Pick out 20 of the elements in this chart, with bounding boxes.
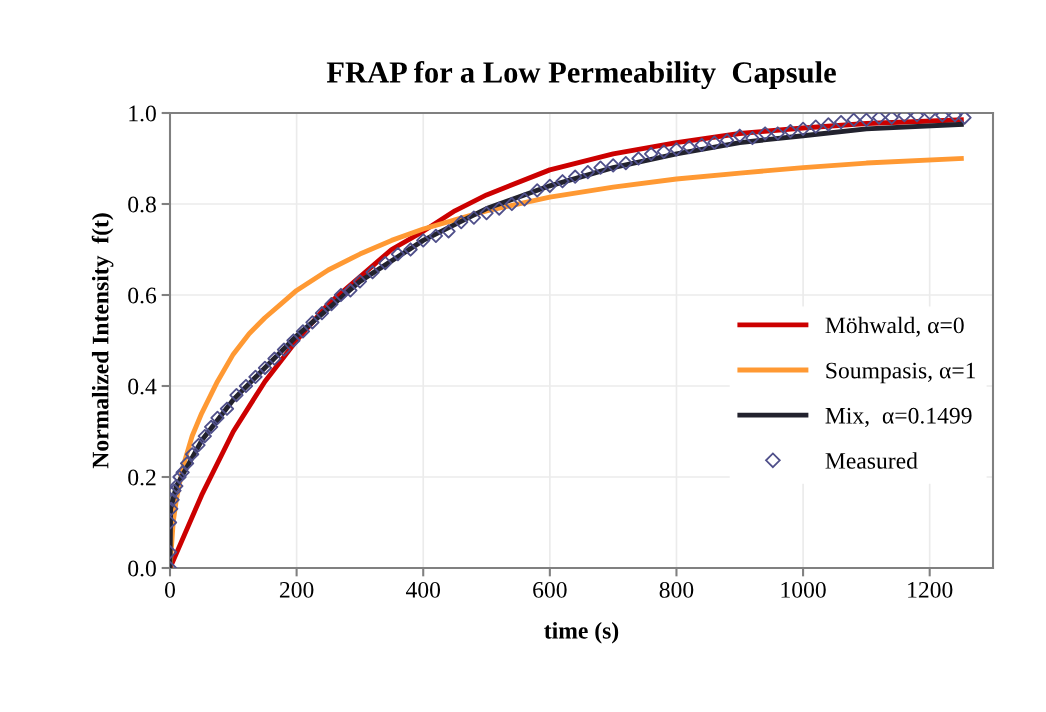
y-tick-label: 1.0 [129,105,156,122]
legend-label: Soumpasis, α=1 [826,362,976,384]
x-tick-label: 1200 [908,581,953,598]
legend-label: Möhwald, α=0 [825,316,964,337]
x-tick-label: 0 [165,581,175,598]
legend-label: Measured [825,452,918,469]
legend-label: Mix, α=0.1499 [825,407,972,428]
y-tick-label: 0.2 [128,469,156,486]
x-tick-label: 1000 [781,581,826,598]
y-tick-label: 0.0 [128,560,156,577]
x-axis-title: time (s) [544,622,619,644]
y-tick-label: 0.8 [128,196,156,213]
y-tick-label: 0.4 [128,378,157,395]
x-tick-label: 600 [533,581,567,598]
y-tick-label: 0.6 [128,287,157,304]
x-tick-label: 800 [659,581,694,598]
chart-title: FRAP for a Low Permeability Capsule [326,60,836,90]
x-tick-label: 400 [405,581,441,598]
x-tick-label: 200 [279,581,314,598]
y-axis-title: Normalized Intensity f(t) [91,213,114,469]
